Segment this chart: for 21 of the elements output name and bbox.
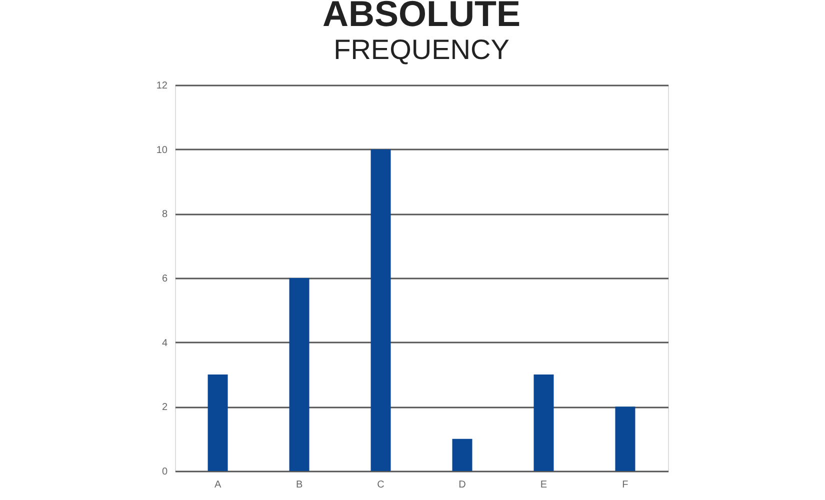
y-tick-label: 12 (156, 80, 168, 92)
y-tick-label: 8 (162, 209, 168, 220)
bar (208, 374, 228, 471)
bar (534, 374, 554, 471)
chart-title: ABSOLUTE (322, 0, 520, 34)
y-tick-label: 0 (162, 466, 168, 478)
y-tick-label: 6 (162, 274, 168, 284)
y-tick-label: 10 (156, 144, 168, 156)
x-tick-label: E (540, 480, 548, 490)
bar (289, 278, 310, 471)
y-tick-label: 2 (162, 402, 168, 414)
x-tick-label: D (458, 480, 466, 490)
bar (370, 149, 391, 471)
x-tick-label: C (377, 480, 384, 490)
x-tick-label: F (622, 480, 628, 490)
x-tick-label: A (214, 480, 222, 490)
bar (615, 406, 636, 471)
bar (452, 438, 472, 471)
y-tick-label: 4 (162, 338, 168, 349)
x-tick-label: B (296, 480, 303, 490)
chart-subtitle: FREQUENCY (334, 34, 510, 65)
